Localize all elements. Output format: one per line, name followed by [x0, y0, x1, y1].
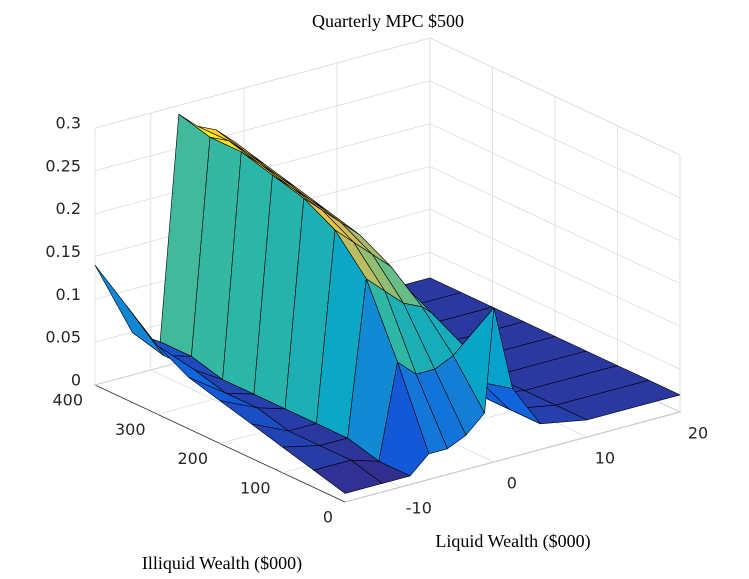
z-tick-label: 0.2: [56, 199, 81, 218]
y-tick-label: 0: [323, 508, 333, 527]
x-axis-label: Liquid Wealth ($000): [435, 531, 590, 552]
surface-patch: [313, 459, 383, 494]
z-tick-label: 0.3: [56, 114, 81, 133]
z-tick-label: 0: [71, 371, 81, 390]
y-tick-label: 200: [177, 449, 208, 468]
z-tick-label: 0.05: [45, 328, 81, 347]
y-tick-label: 100: [240, 478, 271, 497]
chart-title: Quarterly MPC $500: [312, 11, 464, 31]
y-axis-label: Illiquid Wealth ($000): [142, 553, 302, 574]
x-tick-label: 0: [507, 474, 517, 493]
y-tick-label: 400: [52, 391, 83, 410]
z-tick-label: 0.25: [45, 156, 81, 175]
grid-line: [94, 37, 681, 156]
x-tick-label: -10: [406, 499, 432, 518]
y-tick-label: 300: [115, 420, 146, 439]
z-tick-label: 0.1: [56, 285, 81, 304]
z-tick-label: 0.15: [45, 242, 81, 261]
x-tick-label: 20: [688, 424, 708, 443]
x-tick-label: 10: [595, 449, 615, 468]
